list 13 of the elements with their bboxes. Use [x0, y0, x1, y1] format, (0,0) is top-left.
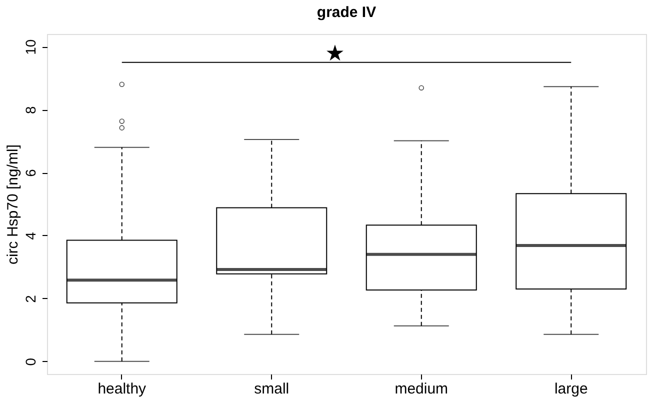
- y-tick-label: 2: [22, 294, 38, 303]
- y-tick-label: 0: [22, 358, 38, 366]
- ref-line-label: ★: [325, 41, 345, 66]
- chart-title: grade IV: [316, 4, 376, 21]
- x-tick-label: small: [254, 380, 290, 398]
- x-tick-label: large: [554, 380, 588, 398]
- x-tick-label: healthy: [98, 380, 147, 398]
- y-tick-label: 10: [22, 39, 38, 55]
- x-tick-label: medium: [394, 380, 448, 398]
- y-axis-title: circ Hsp70 [ng/ml]: [4, 144, 22, 265]
- y-tick-label: 8: [22, 106, 38, 114]
- y-tick-label: 4: [22, 232, 38, 240]
- y-tick-label: 6: [22, 168, 38, 177]
